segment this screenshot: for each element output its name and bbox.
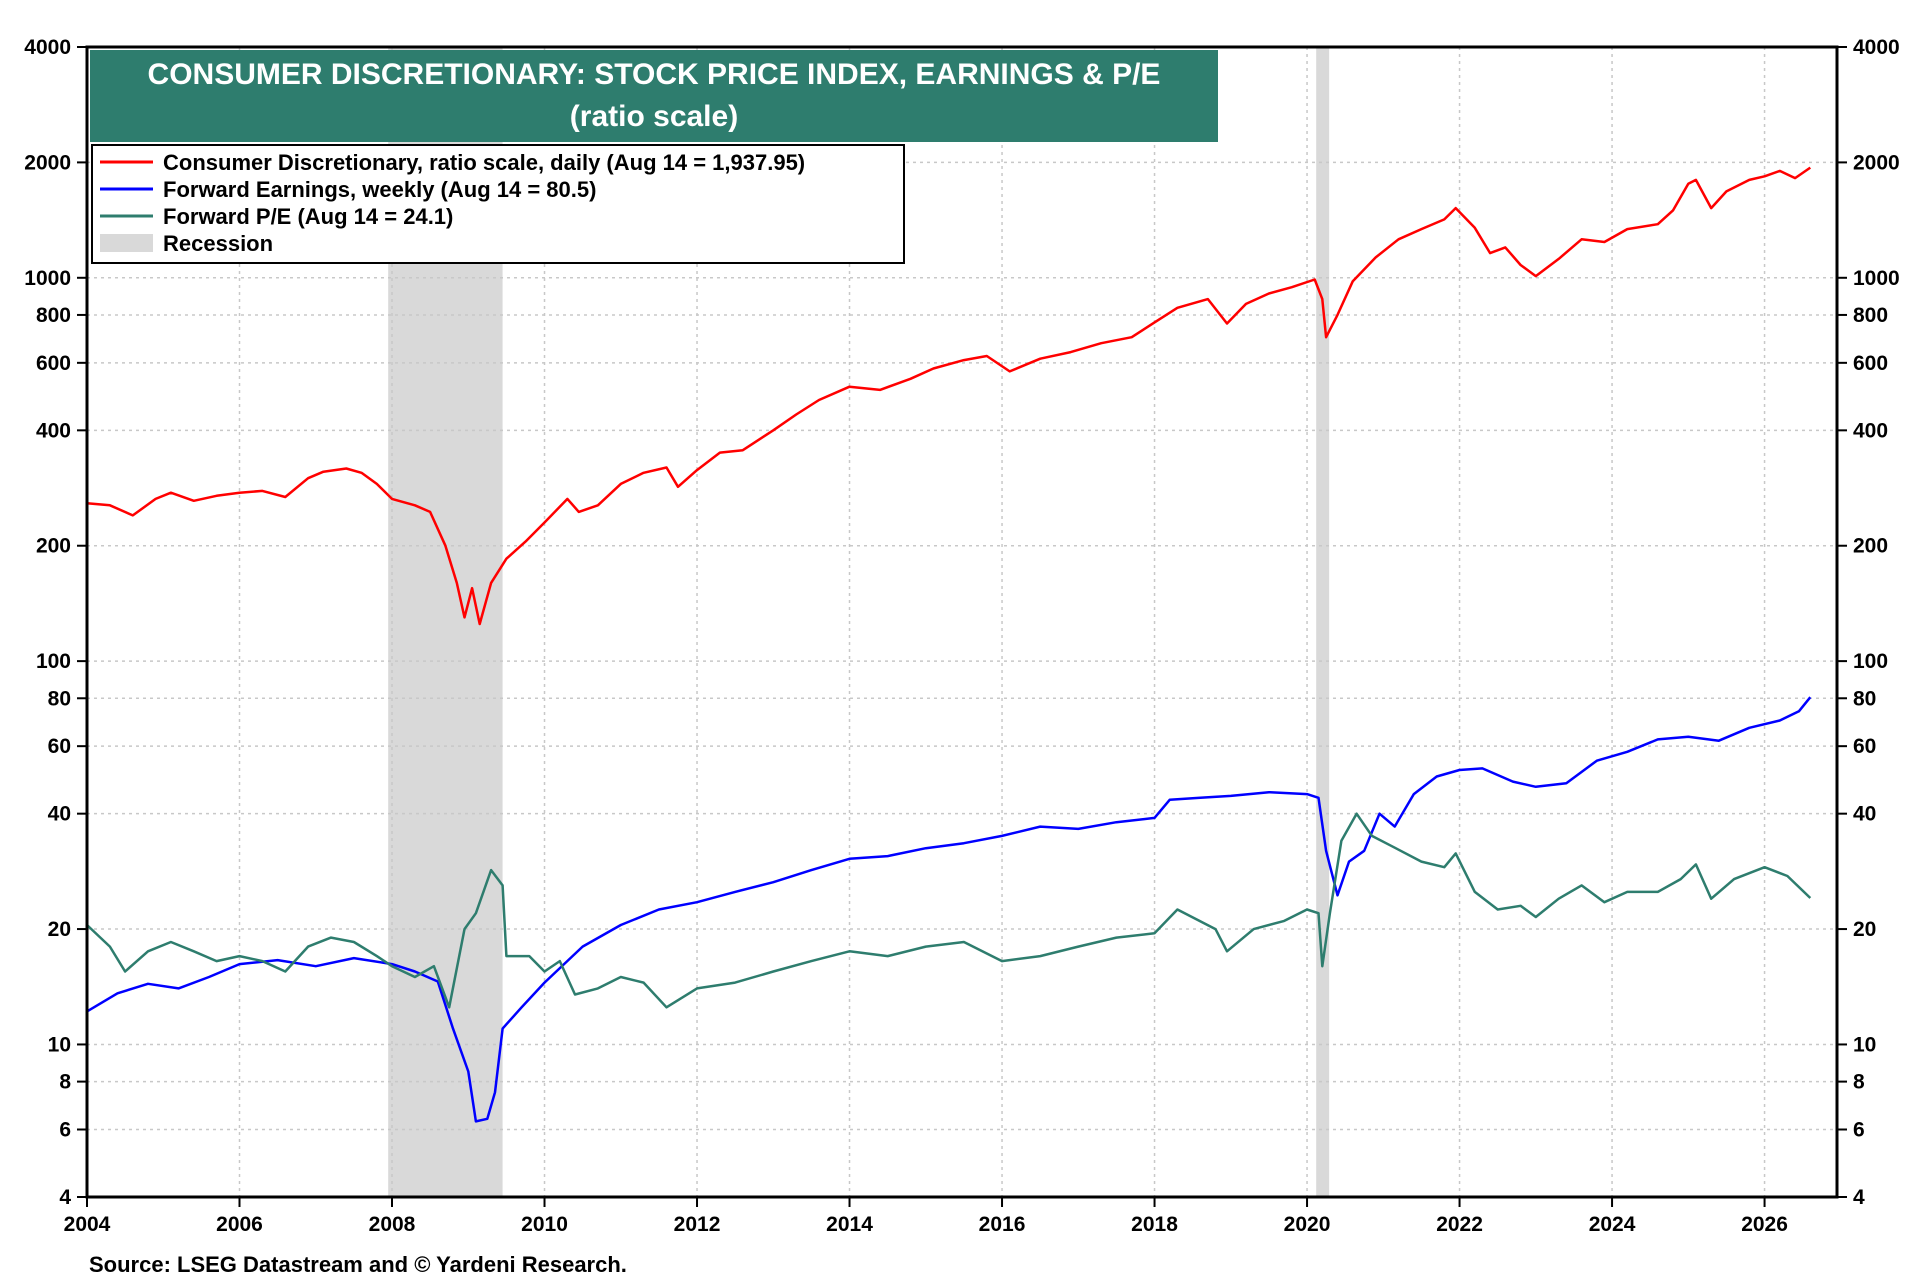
series-price [86, 166, 1812, 626]
series-pe [86, 812, 1812, 1009]
y-tick-label-right-60: 60 [1853, 735, 1876, 758]
legend-label-earnings: Forward Earnings, weekly (Aug 14 = 80.5) [163, 177, 596, 202]
chart-subtitle: (ratio scale) [570, 100, 738, 133]
y-tick-label-left-8: 8 [59, 1071, 71, 1094]
plot-frame [85, 45, 1839, 1199]
y-tick-label-left-10: 10 [48, 1033, 71, 1056]
y-tick-label-right-6: 6 [1853, 1118, 1865, 1141]
y-tick-label-left-600: 600 [36, 352, 71, 375]
y-tick-label-right-2000: 2000 [1853, 151, 1900, 174]
y-tick-label-left-1000: 1000 [24, 267, 71, 290]
series-earnings [86, 696, 1812, 1123]
y-tick-label-left-800: 800 [36, 304, 71, 327]
x-tick-label-2026: 2026 [1741, 1213, 1788, 1236]
y-tick-label-left-4: 4 [59, 1186, 71, 1209]
legend-label-pe: Forward P/E (Aug 14 = 24.1) [163, 204, 453, 229]
y-tick-label-right-200: 200 [1853, 535, 1888, 558]
y-tick-label-right-4: 4 [1853, 1186, 1865, 1209]
y-tick-label-left-100: 100 [36, 650, 71, 673]
series-lines [86, 166, 1812, 1123]
y-tick-label-right-10: 10 [1853, 1033, 1876, 1056]
y-tick-label-left-4000: 4000 [24, 36, 71, 59]
x-tick-label-2014: 2014 [826, 1213, 873, 1236]
y-tick-label-right-1000: 1000 [1853, 267, 1900, 290]
x-tick-label-2012: 2012 [674, 1213, 721, 1236]
x-tick-label-2004: 2004 [64, 1213, 111, 1236]
y-tick-label-left-400: 400 [36, 419, 71, 442]
y-tick-label-left-60: 60 [48, 735, 71, 758]
source-note: Source: LSEG Datastream and © Yardeni Re… [89, 1252, 627, 1277]
legend: Consumer Discretionary, ratio scale, dai… [91, 144, 905, 264]
x-tick-label-2024: 2024 [1589, 1213, 1636, 1236]
y-tick-label-left-6: 6 [59, 1118, 71, 1141]
x-tick-label-2006: 2006 [216, 1213, 263, 1236]
legend-label-price: Consumer Discretionary, ratio scale, dai… [163, 150, 805, 175]
title-box: CONSUMER DISCRETIONARY: STOCK PRICE INDE… [90, 50, 1218, 142]
y-tick-label-right-20: 20 [1853, 918, 1876, 941]
x-tick-label-2008: 2008 [369, 1213, 416, 1236]
x-tick-label-2022: 2022 [1436, 1213, 1483, 1236]
y-tick-label-left-40: 40 [48, 803, 71, 826]
x-tick-label-2018: 2018 [1131, 1213, 1178, 1236]
y-tick-label-left-20: 20 [48, 918, 71, 941]
legend-box [91, 144, 905, 264]
x-tick-label-2020: 2020 [1284, 1213, 1331, 1236]
grid-lines [87, 47, 1837, 1197]
x-tick-label-2010: 2010 [521, 1213, 568, 1236]
title-background [90, 50, 1218, 142]
chart-title: CONSUMER DISCRETIONARY: STOCK PRICE INDE… [148, 58, 1161, 91]
legend-swatch-recession [100, 234, 153, 252]
legend-label-recession: Recession [163, 231, 273, 256]
y-tick-label-left-200: 200 [36, 535, 71, 558]
y-tick-label-left-80: 80 [48, 687, 71, 710]
y-tick-label-right-40: 40 [1853, 803, 1876, 826]
y-tick-label-right-600: 600 [1853, 352, 1888, 375]
y-tick-label-right-80: 80 [1853, 687, 1876, 710]
x-tick-label-2016: 2016 [979, 1213, 1026, 1236]
y-tick-label-right-400: 400 [1853, 419, 1888, 442]
y-tick-label-right-100: 100 [1853, 650, 1888, 673]
y-tick-label-right-800: 800 [1853, 304, 1888, 327]
y-tick-label-right-8: 8 [1853, 1071, 1865, 1094]
y-tick-label-right-4000: 4000 [1853, 36, 1900, 59]
recession-band-1 [1316, 47, 1330, 1197]
y-tick-label-left-2000: 2000 [24, 151, 71, 174]
